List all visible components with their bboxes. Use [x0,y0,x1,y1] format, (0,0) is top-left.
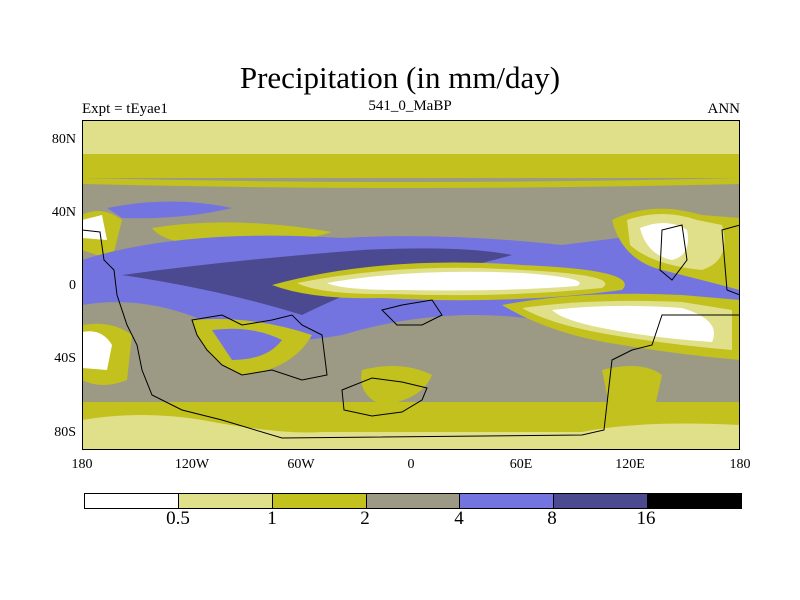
asia-coast-outline [659,224,688,281]
y-tick-label: 40S [54,351,76,366]
colorbar-swatch [85,494,179,508]
antarctic-light-band [82,415,740,450]
antarctic-inlet-outline [341,377,428,417]
africa-tip-outline [381,299,443,326]
south-america-outline [191,314,328,381]
experiment-label: Expt = tEyae1 [82,101,168,117]
y-tick-label: 80S [54,425,76,440]
high-lat-olive [82,178,740,188]
x-tick-label: 120E [615,457,645,472]
x-tick-label: 180 [729,457,751,472]
x-tick-label: 60E [509,457,533,472]
colorbar-swatch [648,494,742,508]
colorbar-swatch [366,494,461,508]
x-tick-label: 180 [71,457,93,472]
arctic-light-band [82,120,740,154]
colorbar-label: 16 [636,508,656,529]
colorbar-swatch [554,494,649,508]
colorbar-label: 8 [547,508,557,529]
colorbar-swatch [460,494,555,508]
plot-title: Precipitation (in mm/day) [239,60,561,95]
y-tick-label: 80N [51,132,76,147]
continent-outline-west [82,229,740,439]
coastlines [82,224,740,439]
colorbar-swatch [178,494,273,508]
map-frame [82,120,740,450]
asia-dry-core [640,222,688,260]
y-tick-label: 40N [51,205,76,220]
subtropical-dry-core [327,271,580,291]
x-tick-label: 0 [407,457,415,472]
y-tick-label: 0 [69,278,76,293]
colorbar [84,493,742,509]
x-tick-label: 120W [174,457,210,472]
colorbar-label: 0.5 [166,508,190,529]
arctic-olive-band [82,154,740,178]
colorbar-label: 1 [267,508,277,529]
period-label: 541_0_MaBP [368,98,452,114]
season-label: ANN [707,101,741,117]
pacific-island-outline [721,224,740,296]
colorbar-swatch [272,494,367,508]
north-pacific-storm-track [107,201,232,219]
australia-olive [602,366,662,420]
antarctic-coast-olive [361,366,432,405]
colorbar-label: 4 [454,508,464,529]
south-america-wet [212,328,282,360]
south-pacific-dry [82,331,112,370]
x-tick-label: 60W [287,457,315,472]
precipitation-map [82,120,740,450]
colorbar-label: 2 [360,508,370,529]
